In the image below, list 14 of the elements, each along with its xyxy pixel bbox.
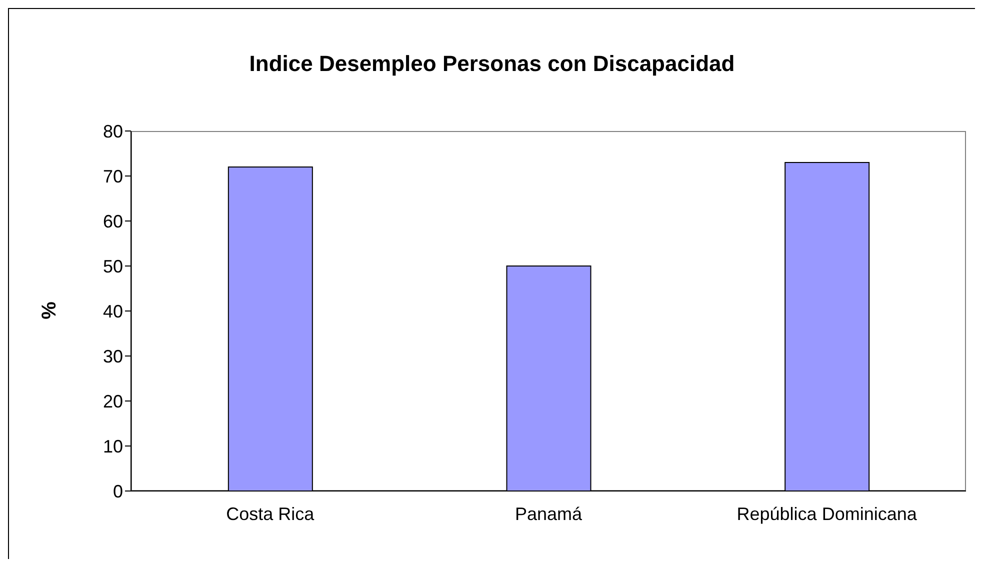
y-tick-label: 60: [102, 211, 123, 232]
y-tick-label: 30: [102, 346, 123, 366]
y-tick-label: 80: [102, 121, 123, 142]
x-tick-label: República Dominicana: [736, 504, 918, 524]
x-tick-label: Costa Rica: [226, 504, 316, 524]
y-tick-label: 40: [102, 301, 123, 322]
y-tick-label: 70: [102, 166, 123, 186]
y-tick-label: 10: [102, 436, 123, 456]
x-tick-label: Panamá: [514, 504, 584, 524]
y-tick-label: 50: [102, 256, 123, 276]
y-tick-label: 0: [112, 481, 123, 502]
y-axis-title: %: [38, 302, 62, 320]
chart-title: Indice Desempleo Personas con Discapacidad: [248, 51, 736, 77]
y-tick-label: 20: [102, 391, 123, 412]
